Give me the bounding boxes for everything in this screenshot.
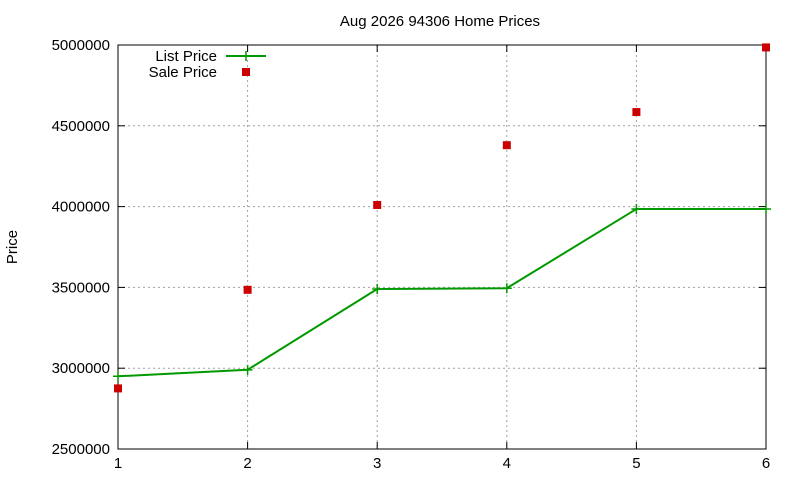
x-tick-label: 4 [503, 455, 511, 472]
sale-price-point [502, 141, 511, 150]
x-tick-label: 1 [114, 455, 122, 472]
grid-layer [118, 45, 766, 449]
sale-price-point [762, 43, 770, 52]
y-tick-label: 2500000 [52, 441, 110, 458]
y-tick-label: 4000000 [52, 199, 110, 216]
y-tick-label: 5000000 [52, 37, 110, 54]
label-layer: Aug 2026 94306 Home Prices Price [4, 13, 540, 264]
list-price-point [631, 204, 642, 215]
y-tick-label: 3000000 [52, 360, 110, 377]
list-price-point [242, 364, 253, 375]
x-tick-label: 3 [373, 455, 381, 472]
list-price-point [501, 283, 512, 294]
y-axis-label: Price [4, 230, 21, 264]
sale-price-point [243, 285, 252, 294]
x-tick-label: 2 [243, 455, 251, 472]
x-tick-label: 6 [762, 455, 770, 472]
list-price-point [761, 204, 771, 215]
plot-frame [117, 44, 767, 450]
list-price-point [372, 284, 383, 295]
sale-price-point [114, 384, 122, 393]
legend-marker-sale-price [242, 68, 250, 76]
sale-price-point [632, 108, 641, 117]
list-price-point [113, 371, 123, 382]
legend-label-list-price: List Price [155, 48, 217, 65]
list-price-line [117, 208, 766, 378]
series-layer [113, 43, 771, 393]
legend-marker-list-price [241, 51, 251, 61]
x-tick-label: 5 [632, 455, 640, 472]
tick-layer: 2500000 3000000 3500000 4000000 4500000 50000… [52, 37, 771, 472]
y-tick-label: 3500000 [52, 279, 110, 296]
sale-price-point [373, 200, 382, 209]
y-tick-label: 4500000 [52, 118, 110, 135]
legend-label-sale-price: Sale Price [149, 64, 217, 81]
chart-title: Aug 2026 94306 Home Prices [340, 13, 540, 30]
